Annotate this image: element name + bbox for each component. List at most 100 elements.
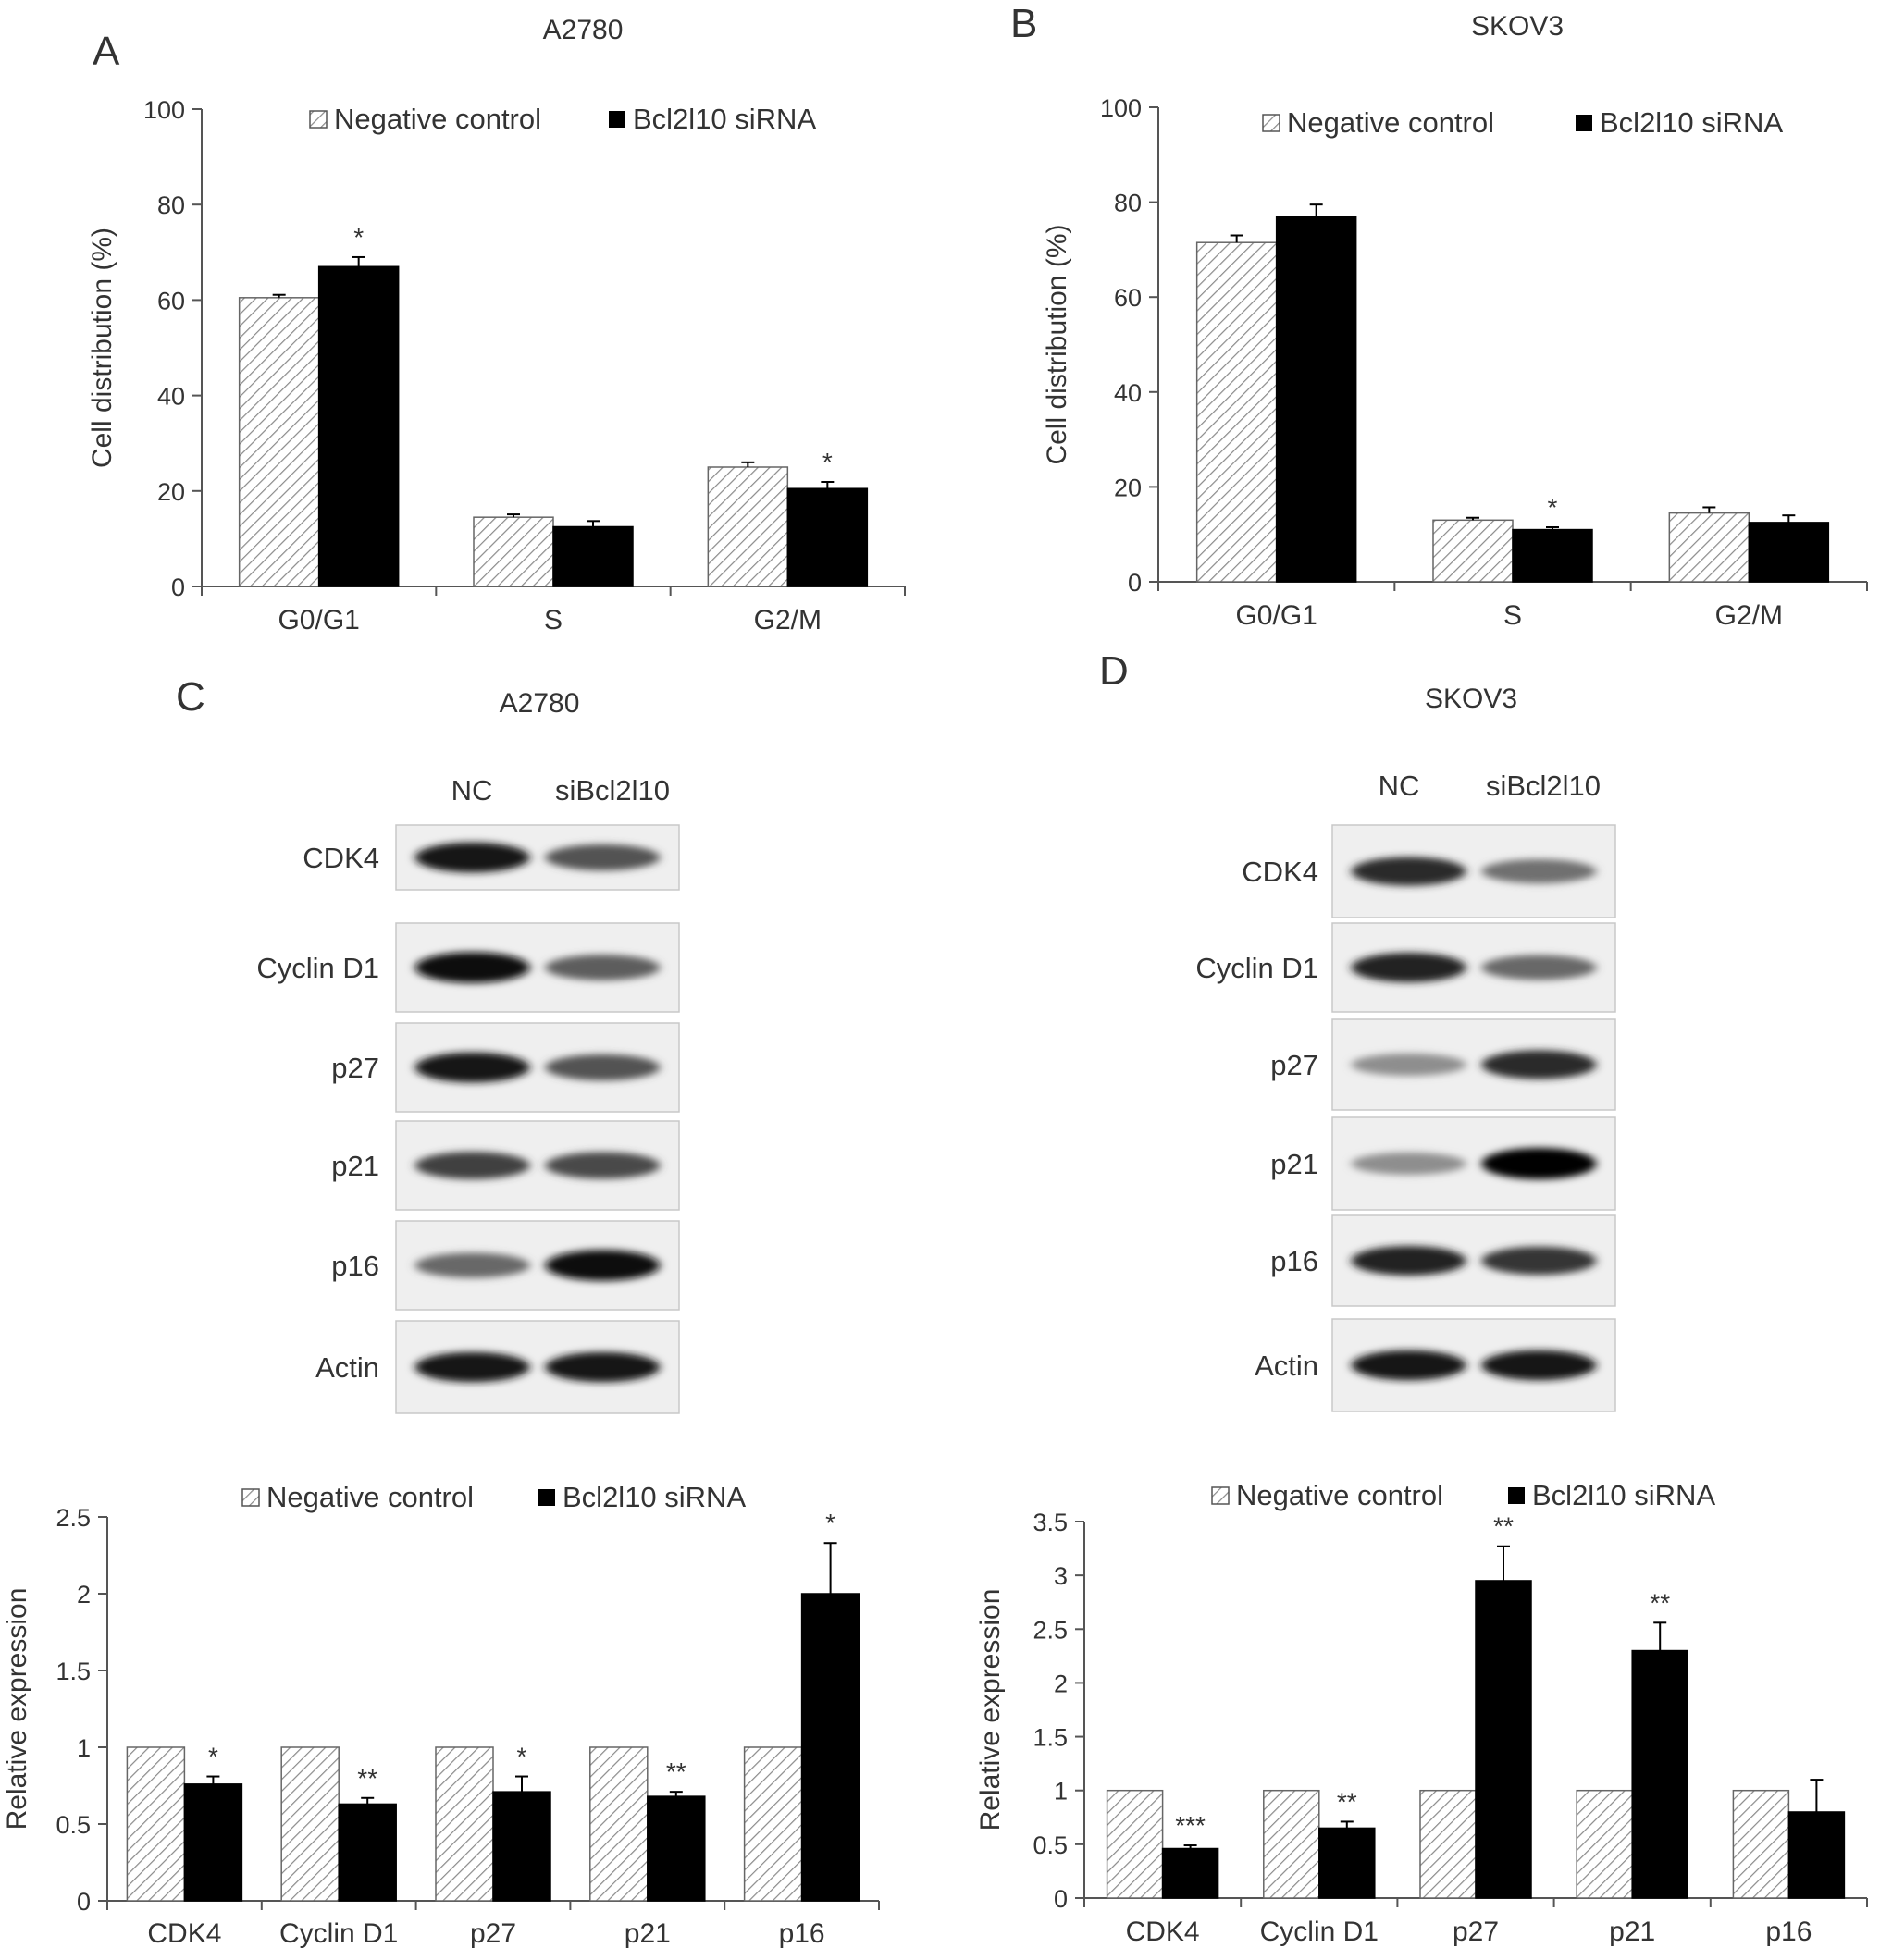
y-tick-label: 2 [77,1581,91,1609]
significance-marker: ** [357,1764,377,1793]
blot-band [414,1152,530,1179]
y-tick-label: 1 [1054,1778,1068,1806]
bar-sirna-p16 [1787,1811,1846,1899]
legend-swatch-negative-control [1262,114,1280,132]
y-tick-label: 40 [157,383,185,411]
x-tick-label: G2/M [754,605,822,635]
blot-protein-label: Cyclin D1 [256,952,379,984]
y-tick-label: 3.5 [1033,1509,1068,1536]
x-tick-label: p21 [1609,1917,1655,1947]
y-tick-label: 80 [157,191,185,219]
legend-label-negative-control: Negative control [1236,1479,1443,1511]
blot-protein-label: p21 [1270,1148,1318,1180]
x-tick-label: Cyclin D1 [279,1918,398,1949]
bar-sirna-p27 [1475,1580,1532,1899]
bar-negative-control-g2-m [1668,512,1750,583]
y-tick-label: 3 [1054,1562,1068,1590]
lane-label-nc: NC [1379,770,1420,802]
y-tick-label: 1 [77,1734,91,1762]
blot-band [414,842,530,873]
y-tick-label: 100 [143,96,185,124]
significance-marker: * [1548,493,1558,522]
bar-negative-control-p21 [589,1746,649,1902]
y-tick-label: 0 [171,573,185,601]
y-tick-label: 2.5 [1033,1616,1068,1644]
significance-marker: ** [1650,1588,1670,1617]
blot-band [1351,1152,1466,1176]
x-tick-label: p27 [470,1918,516,1949]
blot-band [1481,1246,1597,1276]
significance-marker: * [353,223,364,252]
y-tick-label: 20 [157,478,185,506]
blot-band [414,1252,530,1278]
y-tick-label: 2 [1054,1670,1068,1697]
legend-swatch-sirna [1508,1487,1525,1504]
legend-swatch-negative-control [309,110,328,129]
blot-band [545,844,661,871]
x-tick-label: p21 [625,1918,671,1949]
bar-negative-control-g0-g1 [238,297,320,587]
blot-band [545,1152,661,1179]
bar-sirna-g2-m [1748,522,1830,583]
chart-c-relative-expression-a2780: 0 0.5 1 1.5 2 2.5 CDK4 Cyclin D1 p27 p21 p16 Relati… [2,1481,880,1949]
bar-sirna-p27 [492,1791,551,1902]
blot-protein-label: p16 [331,1250,379,1282]
legend-label-negative-control: Negative control [334,103,541,135]
x-tick-label: S [544,605,563,635]
significance-marker: * [825,1509,835,1537]
significance-marker: *** [1175,1811,1206,1840]
chart-b-cell-cycle-skov3: 0 20 40 60 80 100 G0/G1 S G2/M Cell distribution … [1042,94,1868,631]
x-tick-label: p27 [1453,1917,1499,1947]
y-tick-label: 100 [1100,94,1142,122]
bar-negative-control-p27 [1419,1789,1477,1899]
blot-protein-label: p16 [1270,1245,1318,1277]
blot-band [414,1052,530,1083]
bar-sirna-cdk4 [1161,1847,1219,1899]
significance-marker: ** [1493,1512,1514,1541]
bar-negative-control-cdk4 [126,1746,186,1902]
bar-negative-control-cdk4 [1106,1789,1164,1899]
bar-sirna-p16 [800,1593,860,1902]
legend-swatch-sirna [609,111,625,128]
blot-band [545,955,661,980]
x-tick-label: CDK4 [1126,1917,1200,1947]
blot-band [1351,1350,1466,1381]
panel-letter-a: A [93,29,120,74]
lane-label-sibcl2l10: siBcl2l10 [555,774,670,807]
legend-label-sirna: Bcl2l10 siRNA [1532,1479,1715,1511]
blot-band [1481,955,1597,980]
x-tick-label: p16 [779,1918,825,1949]
legend-label-negative-control: Negative control [266,1481,474,1513]
blot-band [1351,1246,1466,1276]
y-axis-label: Relative expression [975,1589,1006,1831]
chart-a-cell-cycle-a2780: 0 20 40 60 80 100 G0/G1 S G2/M Cell distribution … [87,96,906,635]
bar-negative-control-g2-m [707,466,789,587]
lane-label-nc: NC [451,774,493,807]
x-tick-label: Cyclin D1 [1260,1917,1379,1947]
blot-band [545,1250,661,1281]
legend-label-sirna: Bcl2l10 siRNA [1600,106,1783,139]
panel-title-d: SKOV3 [1425,684,1517,714]
y-axis-label: Cell distribution (%) [87,228,118,468]
western-blot-skov3: NC siBcl2l10 CDK4 Cyclin D1 p27 p21 p16 Actin [1195,770,1616,1412]
bar-sirna-s [552,525,634,587]
blot-protein-label: Cyclin D1 [1195,952,1318,984]
significance-marker: ** [666,1757,686,1786]
bar-sirna-g2-m [786,487,869,587]
panel-letter-b: B [1010,1,1037,46]
y-tick-label: 0.5 [56,1811,91,1839]
y-tick-label: 0 [1054,1885,1068,1913]
blot-band [1351,857,1466,886]
blot-protein-label: Actin [315,1351,379,1384]
blot-protein-label: p27 [1270,1049,1318,1081]
legend-label-negative-control: Negative control [1287,106,1494,139]
chart-d-relative-expression-skov3: 0 0.5 1 1.5 2 2.5 3 3.5 CDK4 Cyclin D1 p27 p21 p16 Re… [975,1479,1868,1947]
bar-sirna-s [1512,528,1593,583]
bar-sirna-cyclin-d1 [338,1803,397,1902]
significance-marker: * [517,1743,527,1771]
bar-negative-control-s [1432,519,1514,583]
bar-negative-control-cyclin-d1 [280,1746,340,1902]
bar-sirna-cyclin-d1 [1318,1827,1376,1899]
blot-protein-label: p27 [331,1052,379,1084]
